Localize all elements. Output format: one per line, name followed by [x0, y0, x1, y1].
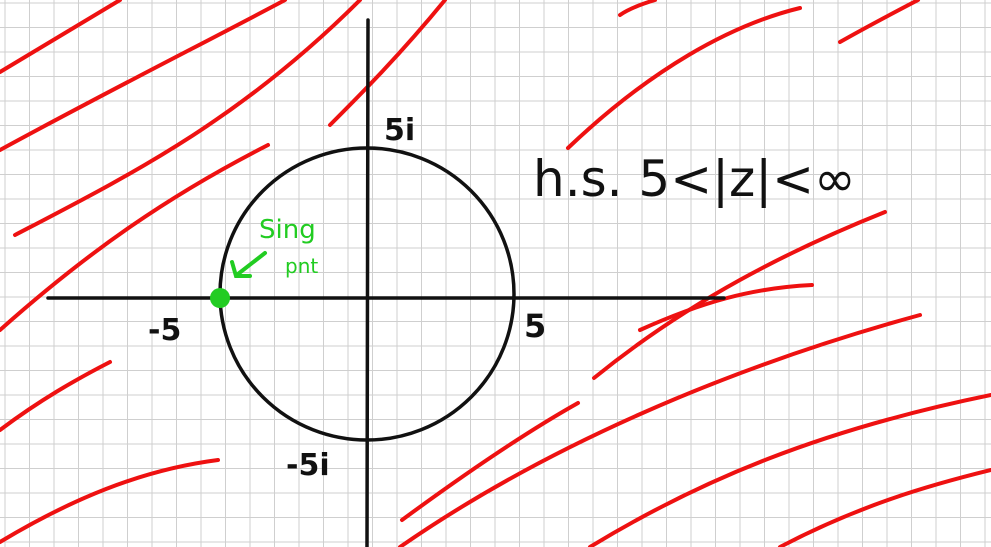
hatch-stroke — [566, 6, 802, 150]
hatch-stroke — [0, 0, 122, 74]
hatch-stroke — [0, 0, 287, 152]
hatch-stroke — [838, 0, 920, 44]
label-real-neg: -5 — [148, 313, 181, 348]
hatch-stroke — [0, 360, 112, 432]
hatch-stroke — [398, 313, 922, 547]
annotation-sing: Sing — [259, 215, 316, 245]
singular-point-dot — [210, 288, 230, 308]
hatch-stroke — [0, 458, 220, 544]
annotation-arrow — [230, 251, 267, 278]
hatch-stroke — [588, 393, 991, 547]
annotation-pnt: pnt — [285, 254, 318, 278]
hatch-stroke — [328, 0, 447, 127]
imaginary-axis — [365, 18, 370, 547]
hatch-stroke — [0, 143, 270, 332]
hatch-stroke — [400, 401, 580, 522]
label-imag-pos: 5i — [384, 113, 415, 148]
hatch-stroke — [778, 468, 991, 547]
hatch-stroke — [592, 210, 887, 380]
hatch-stroke — [618, 0, 657, 17]
region-label: h.s. 5<|z|<∞ — [533, 150, 856, 208]
hatch-stroke — [13, 0, 362, 237]
label-imag-neg: -5i — [286, 448, 330, 483]
label-real-pos: 5 — [524, 307, 546, 345]
